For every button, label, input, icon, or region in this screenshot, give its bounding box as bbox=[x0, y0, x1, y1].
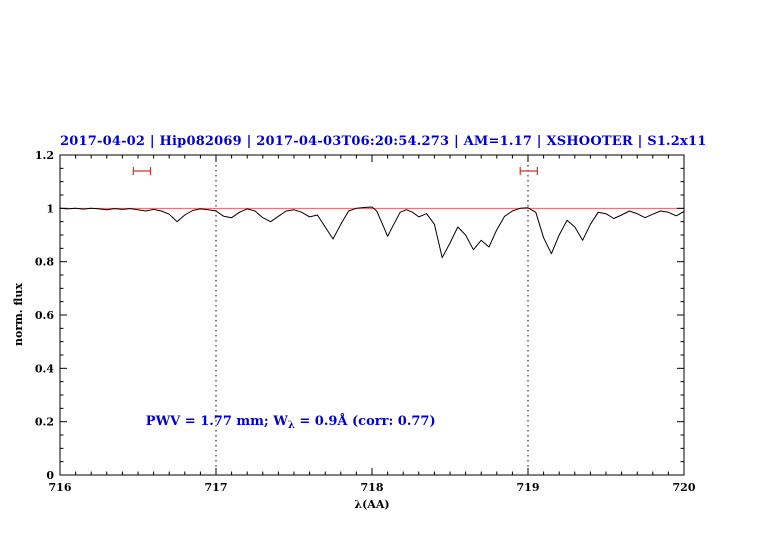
x-tick-label: 718 bbox=[361, 481, 384, 494]
y-axis-label: norm. flux bbox=[12, 283, 25, 347]
plot-title: 2017-04-02 | Hip082069 | 2017-04-03T06:2… bbox=[60, 134, 707, 149]
annotation-suffix: = 0.9Å (corr: 0.77) bbox=[294, 414, 436, 429]
y-tick-label: 0 bbox=[46, 469, 54, 482]
pwv-annotation: PWV = 1.77 mm; Wλ = 0.9Å (corr: 0.77) bbox=[146, 414, 436, 431]
x-axis-label: λ(AA) bbox=[354, 498, 390, 511]
y-tick-label: 0.6 bbox=[35, 309, 54, 322]
y-tick-label: 1 bbox=[46, 202, 54, 215]
y-tick-label: 0.4 bbox=[35, 362, 54, 375]
annotation-prefix: PWV = 1.77 mm; W bbox=[145, 414, 288, 429]
range-marker bbox=[132, 167, 152, 175]
spectrum-line bbox=[59, 206, 685, 259]
y-tick-label: 1.2 bbox=[35, 149, 54, 162]
x-tick-label: 720 bbox=[673, 481, 696, 494]
x-tick-label: 719 bbox=[517, 481, 540, 494]
y-tick-label: 0.8 bbox=[35, 256, 54, 269]
range-marker bbox=[519, 167, 538, 175]
y-tick-label: 0.2 bbox=[35, 416, 54, 429]
annotation-lambda-subscript: λ bbox=[287, 420, 295, 431]
x-tick-label: 716 bbox=[49, 481, 72, 494]
x-tick-label: 717 bbox=[205, 481, 228, 494]
